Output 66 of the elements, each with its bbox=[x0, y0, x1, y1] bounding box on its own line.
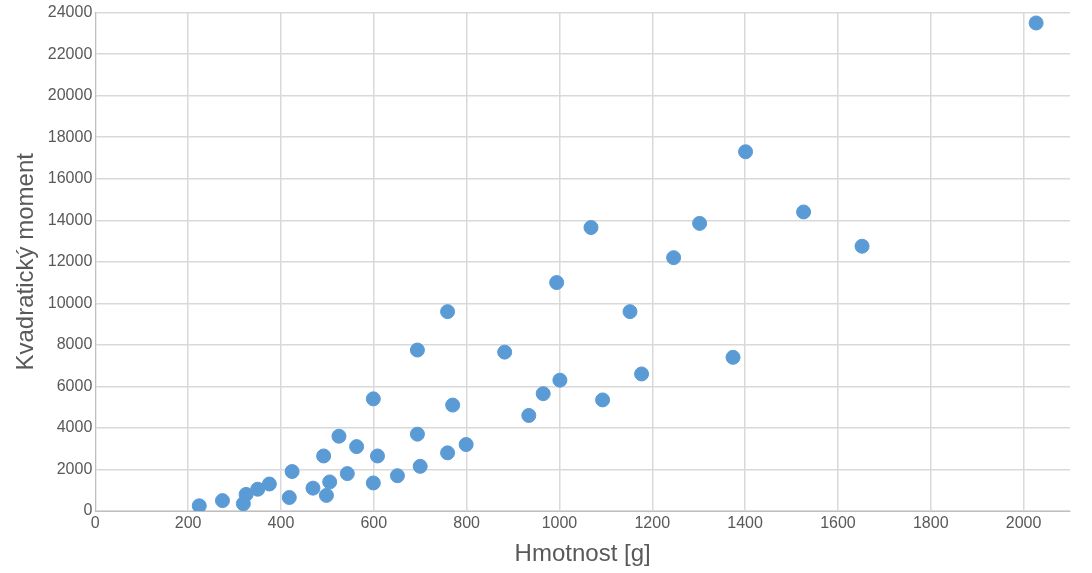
x-axis-title: Hmotnost [g] bbox=[514, 539, 651, 567]
point bbox=[583, 220, 599, 236]
x-tick-label: 1200 bbox=[634, 514, 671, 532]
y-tick-label: 20000 bbox=[47, 86, 93, 104]
point bbox=[549, 275, 565, 291]
point bbox=[412, 458, 428, 474]
point bbox=[440, 445, 456, 461]
y-tick-label: 8000 bbox=[56, 335, 93, 353]
point bbox=[284, 464, 300, 480]
x-tick-label: 1800 bbox=[912, 514, 949, 532]
x-tick-label: 1000 bbox=[541, 514, 578, 532]
y-tick-label: 0 bbox=[83, 501, 93, 519]
point bbox=[552, 372, 568, 388]
point bbox=[316, 448, 332, 464]
point bbox=[666, 250, 682, 266]
x-tick-label: 600 bbox=[360, 514, 388, 532]
point bbox=[250, 481, 266, 497]
y-axis-title: Kvadratický moment bbox=[11, 152, 39, 371]
point bbox=[389, 468, 405, 484]
point bbox=[445, 397, 461, 413]
point bbox=[1028, 15, 1044, 31]
point bbox=[854, 238, 870, 254]
point bbox=[595, 392, 611, 408]
point bbox=[458, 437, 474, 453]
point bbox=[521, 407, 537, 423]
point bbox=[365, 475, 381, 491]
x-tick-label: 1600 bbox=[820, 514, 856, 532]
x-tick-label: 1400 bbox=[727, 514, 763, 532]
y-tick-label: 14000 bbox=[47, 210, 93, 228]
point bbox=[339, 466, 355, 482]
y-tick-label: 2000 bbox=[56, 459, 93, 477]
point bbox=[261, 476, 277, 492]
point bbox=[692, 215, 708, 231]
y-tick-label: 22000 bbox=[47, 44, 93, 62]
point bbox=[497, 344, 513, 360]
point bbox=[369, 448, 385, 464]
y-tick-label: 6000 bbox=[56, 376, 93, 394]
point bbox=[440, 304, 456, 320]
point bbox=[322, 474, 338, 490]
point bbox=[796, 204, 812, 220]
point bbox=[305, 480, 321, 496]
point bbox=[725, 349, 741, 365]
point bbox=[214, 493, 230, 509]
point bbox=[235, 496, 251, 511]
x-tick-label: 800 bbox=[453, 514, 481, 532]
point bbox=[738, 144, 754, 160]
point bbox=[634, 366, 650, 382]
x-tick-label: 400 bbox=[267, 514, 295, 532]
point bbox=[191, 498, 207, 511]
point bbox=[535, 386, 551, 402]
y-tick-label: 4000 bbox=[56, 418, 93, 436]
y-tick-label: 18000 bbox=[47, 127, 93, 145]
x-tick-label: 200 bbox=[174, 514, 202, 532]
point bbox=[409, 426, 425, 442]
point bbox=[409, 342, 425, 358]
point bbox=[365, 391, 381, 407]
y-tick-label: 12000 bbox=[47, 252, 93, 270]
point bbox=[318, 487, 334, 503]
point bbox=[331, 428, 347, 444]
x-tick-label: 2000 bbox=[1005, 514, 1042, 532]
point bbox=[349, 439, 365, 455]
point bbox=[281, 490, 297, 505]
y-tick-label: 10000 bbox=[47, 293, 93, 311]
point bbox=[622, 304, 638, 320]
y-tick-label: 24000 bbox=[47, 3, 93, 21]
y-tick-label: 16000 bbox=[47, 169, 93, 187]
